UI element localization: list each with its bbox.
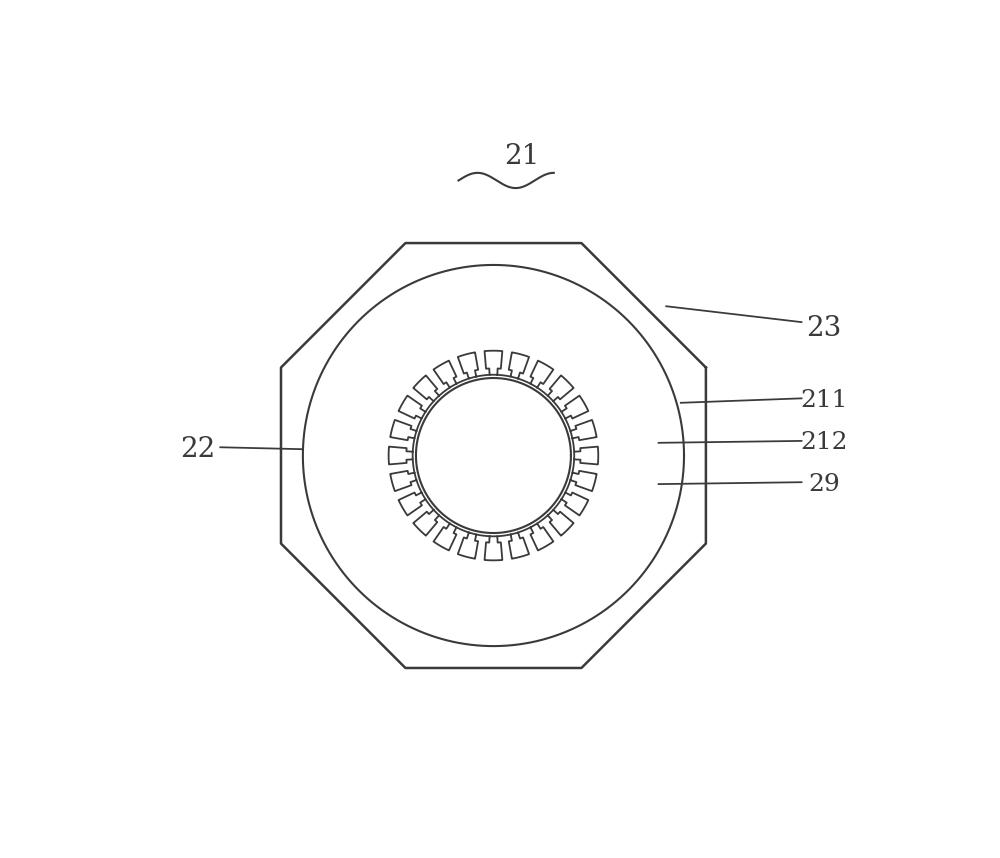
- Text: 29: 29: [808, 473, 840, 496]
- Text: 22: 22: [180, 436, 216, 462]
- Text: 212: 212: [800, 432, 848, 455]
- Text: 21: 21: [504, 143, 540, 171]
- Text: 23: 23: [806, 315, 841, 342]
- Text: 211: 211: [800, 389, 847, 412]
